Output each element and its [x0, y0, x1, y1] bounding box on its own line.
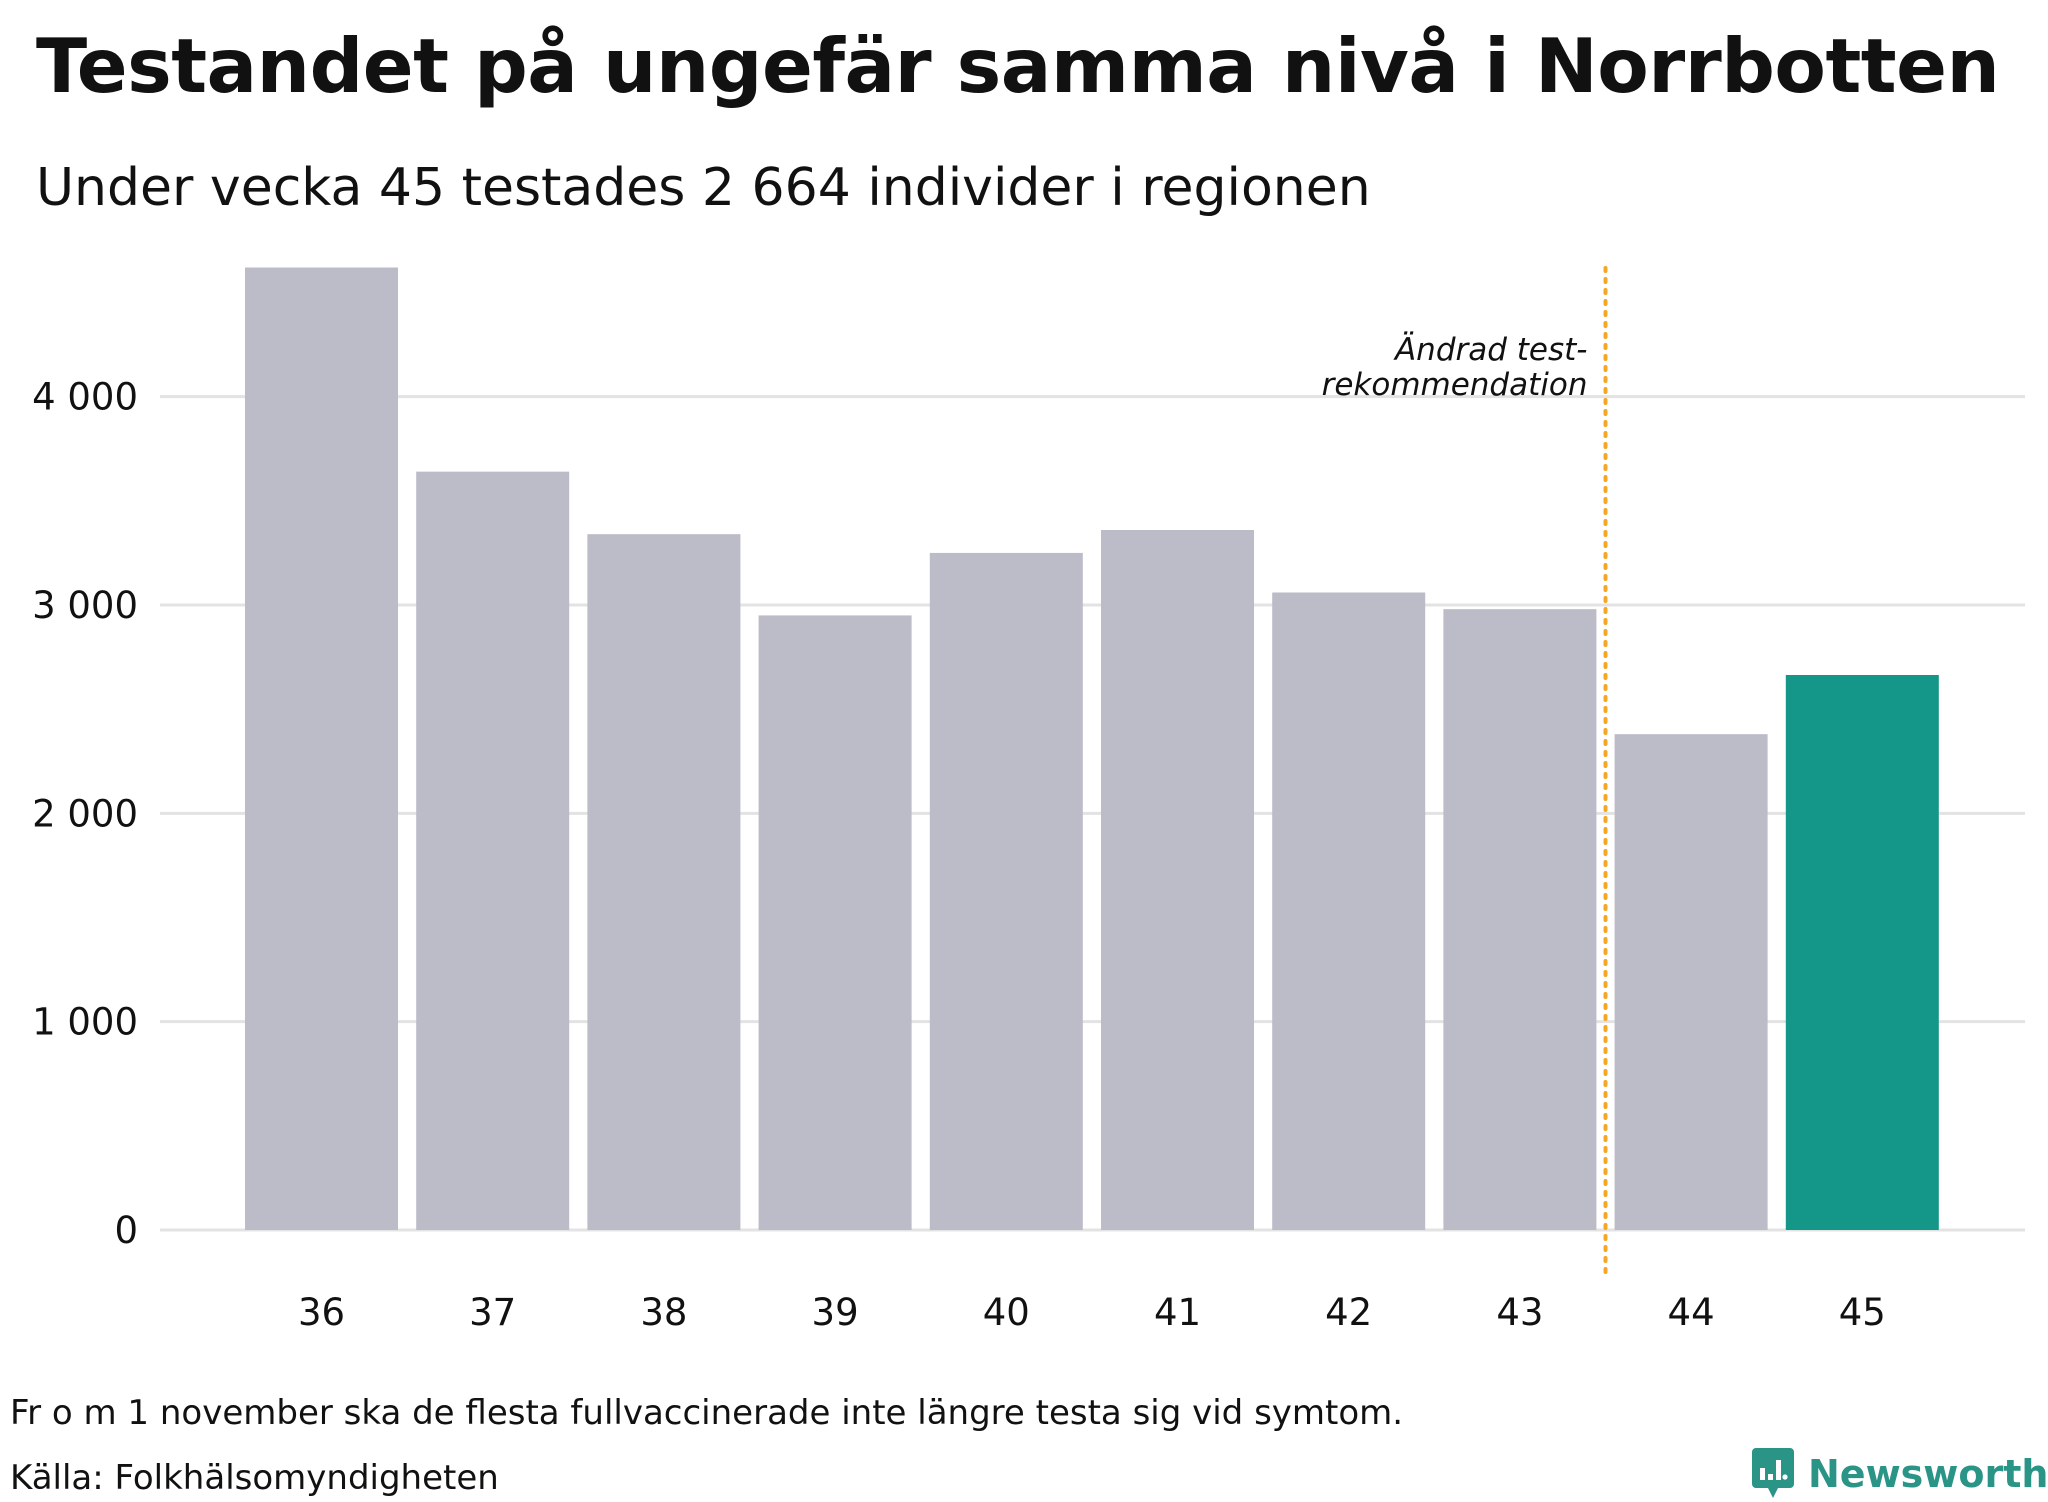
y-axis: 0 1 000 2 000 3 000 4 000	[32, 376, 138, 1252]
reference-label: rekommendation	[1322, 367, 1588, 403]
brand-name: Newsworthy	[1808, 1452, 2048, 1496]
x-tick-label: 39	[812, 1291, 859, 1334]
y-tick-label: 4 000	[32, 376, 138, 419]
newsworthy-logo-icon	[1752, 1448, 1794, 1498]
bar-week-41	[1101, 530, 1254, 1230]
bar-week-44	[1614, 734, 1768, 1230]
bar-week-40	[929, 552, 1083, 1230]
x-tick-label: 44	[1668, 1291, 1715, 1334]
x-axis: 36 37 38 39 40 41 42 43 44 45	[298, 1291, 1886, 1334]
x-tick-label: 38	[640, 1291, 687, 1334]
bar-week-38	[587, 534, 741, 1230]
bars	[245, 267, 1939, 1231]
y-tick-label: 2 000	[32, 792, 138, 835]
x-tick-label: 37	[469, 1291, 516, 1334]
bar-week-45	[1785, 675, 1939, 1230]
bar-chart: Ändrad test-rekommendation 0 1 000 2 000 3 …	[32, 266, 2025, 1334]
x-tick-label: 40	[983, 1291, 1030, 1334]
x-tick-label: 41	[1154, 1291, 1201, 1334]
y-tick-label: 0	[114, 1209, 138, 1252]
bar-week-39	[758, 615, 912, 1230]
source-text: Källa: Folkhälsomyndigheten	[10, 1458, 499, 1498]
bar-week-42	[1272, 592, 1426, 1230]
chart-title: Testandet på ungefär samma nivå i Norrbo…	[36, 22, 2000, 110]
bar-week-43	[1443, 609, 1597, 1230]
footnote: Fr o m 1 november ska de flesta fullvacc…	[10, 1393, 1404, 1433]
bar-week-36	[245, 267, 398, 1230]
y-tick-label: 3 000	[32, 584, 138, 627]
reference-marker: Ändrad test-rekommendation	[1322, 266, 1608, 1280]
y-tick-label: 1 000	[32, 1001, 138, 1044]
chart-subtitle: Under vecka 45 testades 2 664 individer …	[36, 158, 1371, 218]
x-tick-label: 45	[1839, 1291, 1886, 1334]
bar-week-37	[416, 471, 570, 1231]
x-tick-label: 43	[1496, 1291, 1543, 1334]
x-tick-label: 42	[1325, 1291, 1372, 1334]
reference-label: Ändrad test-	[1393, 332, 1588, 368]
brand-logo[interactable]: Newsworthy	[1750, 1446, 2048, 1502]
x-tick-label: 36	[298, 1291, 345, 1334]
